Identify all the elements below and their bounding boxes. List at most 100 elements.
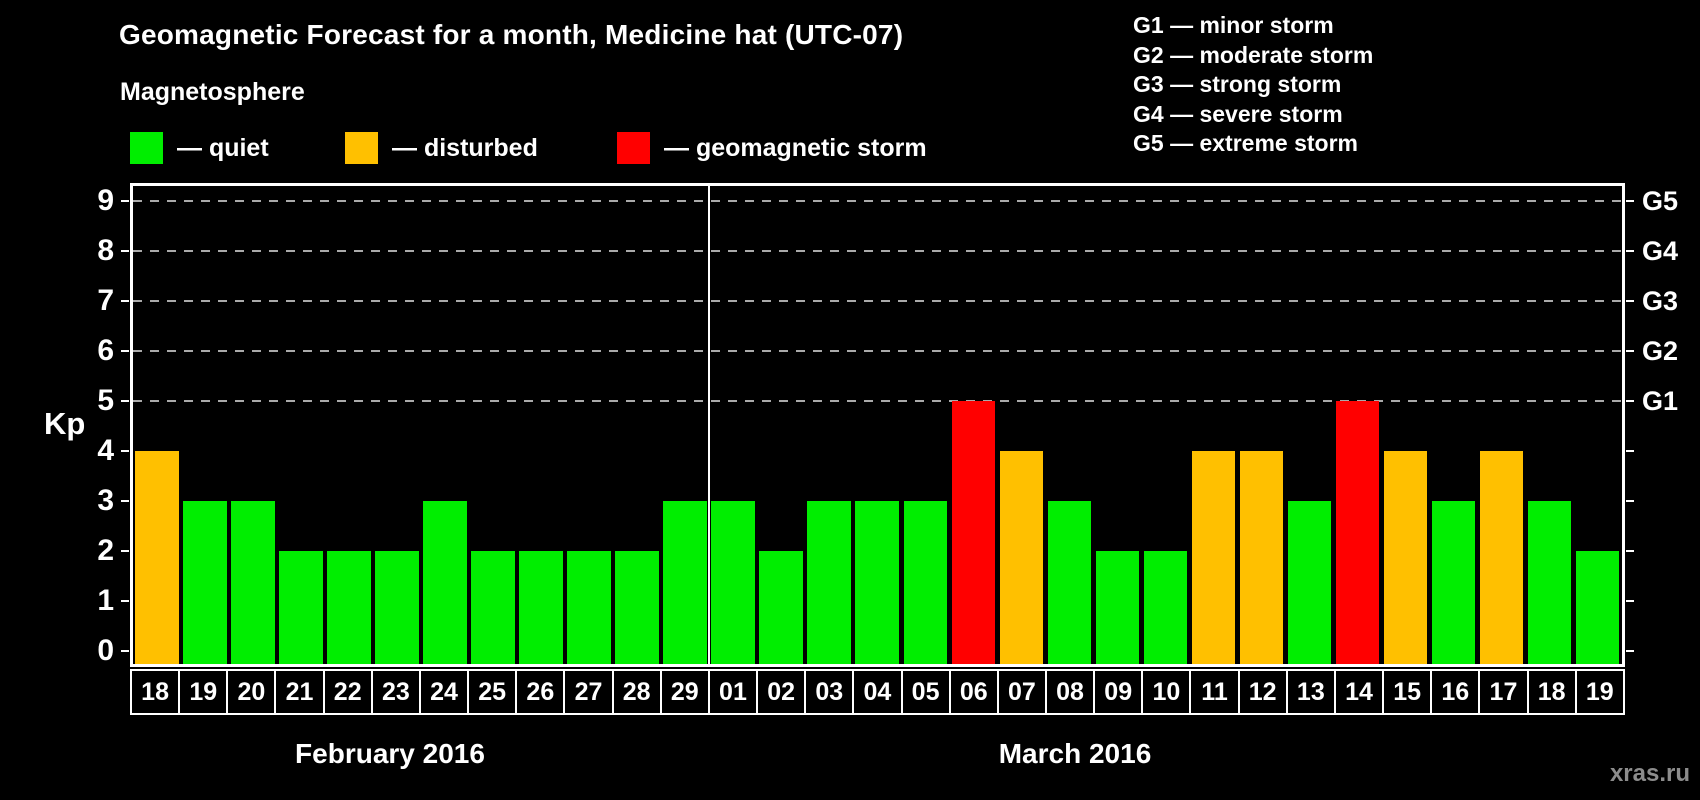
- legend-item-disturbed: — disturbed: [345, 132, 538, 164]
- kp-bar-day-27: [567, 551, 611, 664]
- right-tick-8: [1626, 250, 1634, 252]
- day-label-12: 12: [1237, 669, 1288, 715]
- storm-scale-legend: G1 — minor storm G2 — moderate storm G3 …: [1133, 11, 1373, 159]
- legend-item-storm: — geomagnetic storm: [617, 132, 927, 164]
- month-label-0: February 2016: [295, 738, 485, 769]
- day-label-27: 27: [563, 669, 614, 715]
- left-tick-5: [121, 400, 129, 402]
- left-tick-3: [121, 500, 129, 502]
- kp-bar-day-29: [663, 501, 707, 664]
- left-tick-4: [121, 450, 129, 452]
- kp-bar-day-21: [279, 551, 323, 664]
- day-label-04: 04: [852, 669, 903, 715]
- day-label-17: 17: [1478, 669, 1529, 715]
- day-label-19: 19: [1574, 669, 1625, 715]
- plot-area: [130, 183, 1625, 667]
- right-tick-5: [1626, 400, 1634, 402]
- day-label-26: 26: [515, 669, 566, 715]
- storm-scale-legend-g1: G1 — minor storm: [1133, 12, 1334, 38]
- disturbed-color-swatch: [345, 132, 378, 164]
- kp-bar-day-04: [855, 501, 899, 664]
- kp-bar-day-24: [423, 501, 467, 664]
- right-tick-4: [1626, 450, 1634, 452]
- left-tick-2: [121, 550, 129, 552]
- y-axis-label-6: 6: [97, 334, 114, 367]
- left-tick-0: [121, 650, 129, 652]
- right-tick-0: [1626, 650, 1634, 652]
- kp-bar-day-02: [759, 551, 803, 664]
- g-scale-label-g1: G1: [1642, 386, 1679, 416]
- kp-bar-day-10: [1143, 551, 1188, 664]
- kp-bar-day-01: [711, 501, 755, 664]
- day-label-08: 08: [1044, 669, 1096, 715]
- day-label-10: 10: [1141, 669, 1192, 715]
- kp-bar-day-06: [951, 401, 996, 664]
- kp-bar-day-13: [1287, 501, 1332, 664]
- kp-bar-day-19: [1575, 551, 1620, 664]
- kp-bar-day-17: [1479, 451, 1524, 664]
- watermark: xras.ru: [1609, 760, 1690, 787]
- y-axis-label-3: 3: [97, 484, 114, 517]
- day-label-09: 09: [1093, 669, 1144, 715]
- day-label-19: 19: [178, 669, 229, 715]
- right-tick-3: [1626, 500, 1634, 502]
- y-axis-label-1: 1: [97, 584, 114, 617]
- gridline-kp9: [133, 200, 1622, 202]
- day-label-07: 07: [996, 669, 1047, 715]
- kp-bar-day-11: [1191, 451, 1236, 664]
- kp-bar-day-18: [135, 451, 179, 664]
- storm-scale-legend-g3: G3 — strong storm: [1133, 71, 1342, 98]
- gridline-kp8: [133, 250, 1622, 252]
- storm-scale-legend-g2: G2 — moderate storm: [1133, 41, 1374, 68]
- y-axis-label-7: 7: [97, 284, 114, 317]
- day-label-16: 16: [1430, 669, 1481, 715]
- kp-bar-day-05: [903, 501, 948, 664]
- magnetosphere-label: Magnetosphere: [120, 78, 305, 106]
- day-label-05: 05: [900, 669, 951, 715]
- kp-bar-day-25: [471, 551, 515, 664]
- day-label-03: 03: [804, 669, 855, 715]
- kp-bar-day-28: [615, 551, 659, 664]
- y-axis-label-5: 5: [97, 384, 114, 417]
- day-label-11: 11: [1189, 669, 1240, 715]
- month-divider-0: [708, 186, 711, 664]
- left-tick-8: [121, 250, 129, 252]
- disturbed-legend-label: — disturbed: [392, 133, 538, 162]
- day-label-24: 24: [418, 669, 470, 715]
- kp-bar-day-20: [231, 501, 275, 664]
- y-axis-label-2: 2: [97, 534, 114, 567]
- day-label-28: 28: [611, 669, 662, 715]
- day-label-01: 01: [707, 669, 759, 715]
- g-scale-label-g5: G5: [1642, 186, 1679, 216]
- kp-bar-day-18: [1527, 501, 1572, 664]
- left-tick-9: [121, 200, 129, 202]
- kp-bar-day-12: [1239, 451, 1284, 664]
- right-tick-9: [1626, 200, 1634, 202]
- kp-bar-day-08: [1047, 501, 1092, 664]
- kp-bar-day-14: [1335, 401, 1380, 664]
- gridline-kp7: [133, 300, 1622, 302]
- quiet-legend-label: — quiet: [177, 133, 269, 162]
- storm-scale-legend-g4: G4 — severe storm: [1133, 100, 1343, 127]
- day-label-18: 18: [130, 669, 181, 715]
- g-scale-label-g3: G3: [1642, 286, 1679, 316]
- kp-bar-day-15: [1383, 451, 1428, 664]
- right-tick-1: [1626, 600, 1634, 602]
- day-label-15: 15: [1382, 669, 1433, 715]
- kp-bar-day-16: [1431, 501, 1476, 664]
- g-scale-label-g4: G4: [1642, 236, 1679, 266]
- y-axis-label-8: 8: [97, 234, 114, 267]
- kp-bar-day-03: [807, 501, 851, 664]
- day-label-22: 22: [322, 669, 373, 715]
- y-axis-title: Kp: [44, 406, 86, 441]
- day-label-14: 14: [1333, 669, 1385, 715]
- day-label-25: 25: [467, 669, 518, 715]
- legend-item-quiet: — quiet: [130, 132, 269, 164]
- left-tick-1: [121, 600, 129, 602]
- day-label-23: 23: [370, 669, 421, 715]
- g-scale-label-g2: G2: [1642, 336, 1679, 366]
- y-axis-label-9: 9: [97, 184, 114, 217]
- kp-bar-day-26: [519, 551, 563, 664]
- day-axis-row: 18 19 20 21 22 23 24 25 26 27 28 29 01 02 03 04 05 06 07 08…: [130, 669, 1625, 715]
